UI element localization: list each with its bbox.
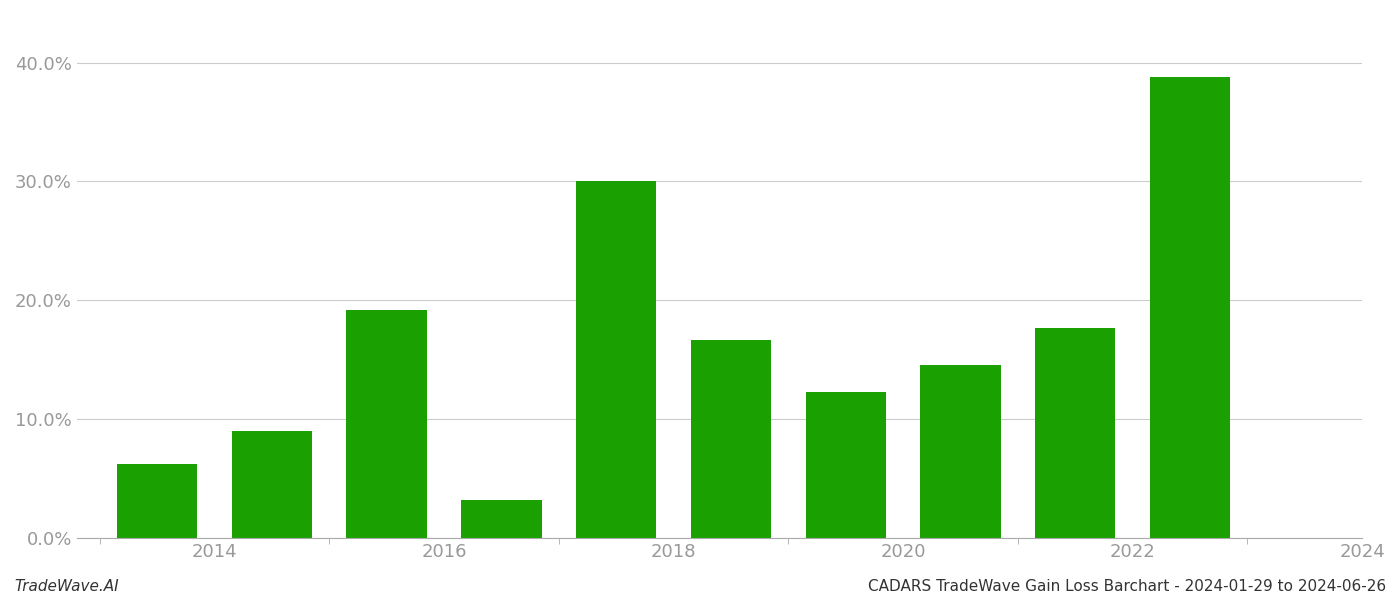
Text: CADARS TradeWave Gain Loss Barchart - 2024-01-29 to 2024-06-26: CADARS TradeWave Gain Loss Barchart - 20… — [868, 579, 1386, 594]
Bar — [118, 464, 197, 538]
Bar — [805, 392, 886, 538]
Bar — [231, 431, 312, 538]
Bar — [690, 340, 771, 538]
Bar — [461, 500, 542, 538]
Text: TradeWave.AI: TradeWave.AI — [14, 579, 119, 594]
Bar — [1035, 328, 1116, 538]
Bar — [920, 365, 1001, 538]
Bar — [575, 181, 657, 538]
Bar — [346, 310, 427, 538]
Bar — [1149, 77, 1231, 538]
